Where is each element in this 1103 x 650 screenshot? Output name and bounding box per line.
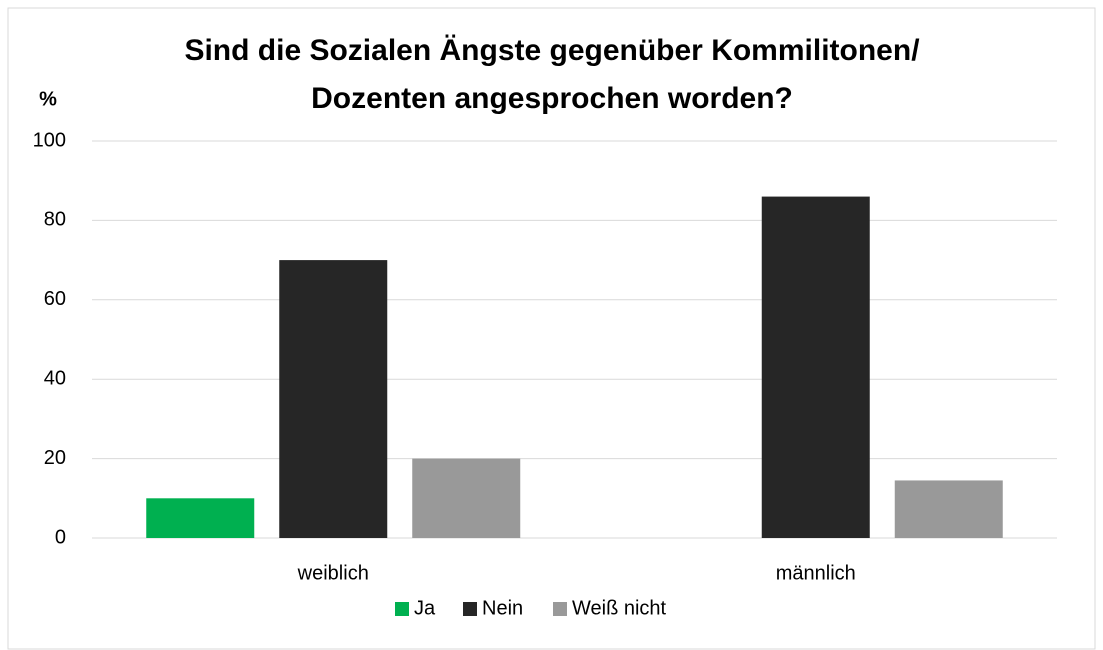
y-tick-label: 0 bbox=[55, 526, 66, 548]
legend-swatch bbox=[553, 602, 567, 616]
legend-label: Ja bbox=[414, 597, 436, 619]
bar bbox=[279, 260, 388, 538]
bar bbox=[761, 196, 870, 538]
legend-label: Nein bbox=[482, 597, 523, 619]
y-tick-label: 80 bbox=[44, 209, 66, 231]
bar bbox=[894, 480, 1003, 538]
y-tick-label: 100 bbox=[33, 129, 66, 151]
chart-frame bbox=[7, 7, 1096, 650]
chart-title: Dozenten angesprochen worden? bbox=[311, 82, 793, 115]
bar bbox=[146, 498, 255, 538]
bar bbox=[412, 458, 521, 538]
y-tick-label: 20 bbox=[44, 447, 66, 469]
legend-label: Weiß nicht bbox=[572, 597, 667, 619]
y-tick-label: 40 bbox=[44, 367, 66, 389]
y-axis-label: % bbox=[39, 88, 57, 110]
y-tick-label: 60 bbox=[44, 288, 66, 310]
x-tick-label: männlich bbox=[776, 562, 856, 584]
chart-title: Sind die Sozialen Ängste gegenüber Kommi… bbox=[184, 34, 920, 67]
legend-swatch bbox=[463, 602, 477, 616]
legend-swatch bbox=[395, 602, 409, 616]
x-tick-label: weiblich bbox=[297, 562, 369, 584]
